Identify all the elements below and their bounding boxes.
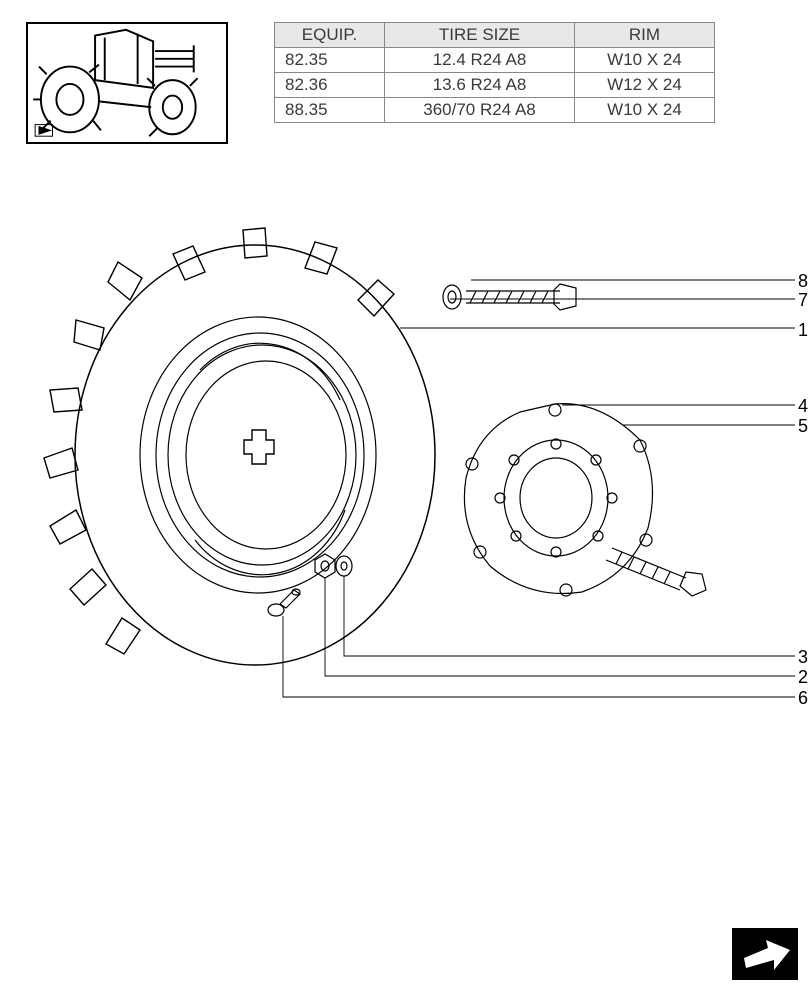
part-7-rim-bolt [443,284,576,310]
part-6-valve-stem [268,589,300,616]
exploded-diagram [0,0,812,1000]
callout-2: 2 [798,667,808,688]
part-5-disc-bolt [606,548,706,596]
callout-3: 3 [798,647,808,668]
callout-4: 4 [798,396,808,417]
callout-7: 7 [798,290,808,311]
callout-6: 6 [798,688,808,709]
page: EQUIP. TIRE SIZE RIM 82.35 12.4 R24 A8 W… [0,0,812,1000]
part-2-3-nut-washer [315,554,352,578]
next-page-arrow-icon[interactable] [732,928,798,980]
callout-1: 1 [798,320,808,341]
callout-5: 5 [798,416,808,437]
callout-8: 8 [798,271,808,292]
part-1-wheel-rim [44,228,435,665]
